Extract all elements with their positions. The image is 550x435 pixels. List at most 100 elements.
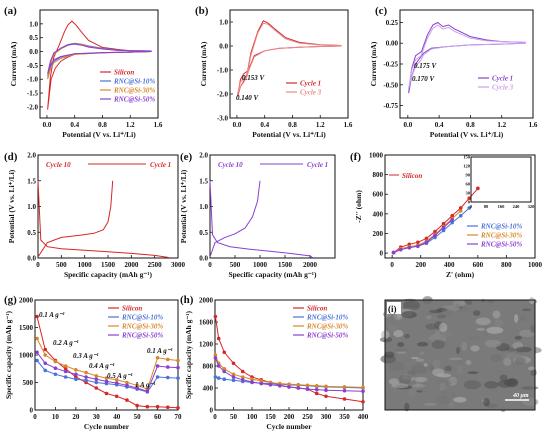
sem-grain <box>522 397 539 406</box>
sem-grain <box>402 300 421 311</box>
sem-grain <box>505 352 522 359</box>
data-point <box>231 372 236 377</box>
annotation: 0.4 A g⁻¹ <box>89 362 115 370</box>
data-point <box>231 361 236 366</box>
sem-grain <box>455 359 462 364</box>
legend-entry: Silicon <box>402 172 422 180</box>
sem-grain <box>467 336 480 340</box>
data-point <box>441 228 446 233</box>
y-tick-label: 1000 <box>369 152 384 160</box>
x-tick-label: 0.8 <box>466 121 475 129</box>
sem-grain <box>425 323 437 330</box>
sem-grain <box>429 309 443 314</box>
data-point <box>287 385 291 389</box>
data-point <box>104 391 109 396</box>
data-point <box>361 385 365 390</box>
y-tick-label: 1.5 <box>199 177 208 185</box>
x-tick-label: 30 <box>93 413 101 421</box>
sem-grain <box>414 376 428 383</box>
sem-grain <box>528 366 536 371</box>
x-tick-label: 1.2 <box>126 121 135 129</box>
legend-entry: RNC@Si-10% <box>480 223 522 231</box>
sem-grain <box>448 402 455 408</box>
sem-grain <box>397 341 405 348</box>
data-point <box>296 382 301 387</box>
data-point <box>441 225 446 230</box>
legend-entry: Cycle 1 <box>492 75 513 83</box>
x-tick-label: 1.2 <box>497 121 506 129</box>
sem-grain <box>384 351 395 358</box>
y-tick-label: 1.0 <box>27 203 36 211</box>
x-tick-label: 0 <box>33 413 37 421</box>
data-point <box>441 221 446 226</box>
data-point <box>433 233 437 238</box>
data-point <box>222 377 227 382</box>
annotation: Cycle 1 <box>150 161 171 169</box>
panel-letter: (i) <box>388 304 397 314</box>
y-tick-label: 0.00 <box>386 40 399 48</box>
sem-grain <box>441 309 454 317</box>
data-point <box>145 389 150 394</box>
data-point <box>222 369 227 374</box>
data-point <box>450 217 454 222</box>
legend-entry: RNC@Si-10% <box>306 314 348 322</box>
sem-grain <box>475 317 491 326</box>
x-tick-label: 100 <box>247 413 258 421</box>
x-tick-label: 200 <box>415 261 426 269</box>
series-line <box>408 24 526 90</box>
sem-grain <box>487 299 495 303</box>
data-point <box>213 314 218 319</box>
y-tick-label: -2.0 <box>217 91 229 99</box>
data-point <box>165 357 170 362</box>
y-tick-label: 200 <box>373 230 384 238</box>
data-point <box>176 376 180 380</box>
x-tick-label: 1000 <box>78 261 93 269</box>
data-point <box>216 376 221 380</box>
sem-grain <box>514 335 522 340</box>
x-axis-label: Specific capacity (mAh g⁻¹) <box>228 270 317 279</box>
legend-entry: RNC@Si-50% <box>113 96 155 104</box>
x-tick-label: 50 <box>134 413 142 421</box>
y-tick-label: 2000 <box>19 297 34 305</box>
panel-letter-box <box>387 302 401 314</box>
x-tick-label: 600 <box>473 261 484 269</box>
data-point <box>145 404 150 409</box>
x-tick-label: 400 <box>358 413 369 421</box>
y-tick-label: -0.5 <box>27 62 39 70</box>
y-tick-label: 0.0 <box>199 255 208 263</box>
data-point <box>35 336 39 341</box>
data-point <box>53 366 58 371</box>
series-line <box>214 354 364 388</box>
series-line <box>215 376 364 389</box>
sem-grain <box>432 368 445 377</box>
legend-entry: RNC@Si-50% <box>306 332 348 340</box>
data-point <box>305 387 310 391</box>
y-tick-label: 2.0 <box>27 152 36 160</box>
y-tick-label: -1.0 <box>27 76 39 84</box>
panel-letter: (c) <box>375 5 388 17</box>
y-tick-label: 0 <box>30 407 34 415</box>
data-point <box>155 375 160 379</box>
legend-entry: RNC@Si-10% <box>121 314 163 322</box>
inset-x-tick-label: 80 <box>484 204 489 209</box>
y-tick-label: 0.5 <box>27 229 36 237</box>
data-point <box>135 383 139 388</box>
data-point <box>231 375 236 379</box>
data-point <box>213 375 218 379</box>
sem-grain <box>490 354 503 362</box>
data-point <box>104 379 109 384</box>
x-tick-label: 500 <box>230 261 241 269</box>
data-point <box>222 350 227 355</box>
inset-x-tick-label: 0 <box>470 204 473 209</box>
annotation: Cycle 10 <box>218 161 243 169</box>
data-point <box>458 214 463 218</box>
sem-grain <box>514 356 526 366</box>
data-point <box>296 386 301 390</box>
x-tick-label: 300 <box>321 413 332 421</box>
data-point <box>63 369 68 374</box>
data-point <box>398 247 403 252</box>
y-tick-label: -2.0 <box>27 103 39 111</box>
series-line <box>209 180 261 258</box>
data-point <box>176 406 180 410</box>
